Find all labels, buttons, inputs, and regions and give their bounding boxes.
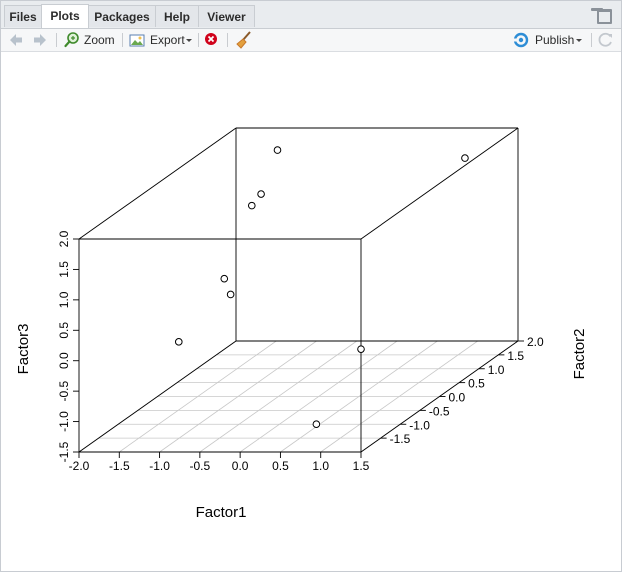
previous-plot-button[interactable] — [7, 29, 25, 51]
y-tick-label: 0.0 — [449, 391, 466, 405]
x-tick-label: -1.5 — [109, 459, 130, 473]
chevron-down-icon — [576, 39, 582, 42]
y-tick-label: 1.0 — [488, 363, 505, 377]
y-tick-label: 2.0 — [527, 335, 544, 349]
chevron-down-icon — [186, 39, 192, 42]
plot-viewer: -2.0 -1.5 -1.0 -0.5 0.0 0.5 1.0 1.5 -1.5 -1.0 -0.… — [1, 52, 621, 571]
data-point — [174, 338, 183, 346]
tab-help[interactable]: Help — [155, 5, 199, 27]
tab-packages[interactable]: Packages — [88, 5, 156, 27]
x-tick-label: -2.0 — [69, 459, 90, 473]
maximize-icon — [597, 9, 612, 24]
toolbar-separator — [227, 33, 228, 47]
zoom-magnifier-icon — [64, 32, 79, 48]
remove-plot-button[interactable] — [203, 29, 219, 51]
zoom-button[interactable]: Zoom — [63, 29, 115, 51]
x-tick-labels: -2.0 -1.5 -1.0 -0.5 0.0 0.5 1.0 1.5 — [69, 459, 370, 473]
tab-viewer[interactable]: Viewer — [198, 5, 255, 27]
x-tick-label: 0.0 — [232, 459, 249, 473]
z-tick-label: -0.5 — [57, 380, 71, 401]
toolbar-separator — [122, 33, 123, 47]
data-point — [226, 290, 235, 299]
x-axis-label: Factor1 — [196, 504, 247, 521]
data-point — [461, 154, 469, 162]
x-tick-label: -1.0 — [149, 459, 170, 473]
x-tick-label: 0.5 — [272, 459, 289, 473]
zoom-label: Zoom — [84, 33, 115, 47]
refresh-button[interactable] — [597, 29, 615, 51]
left-arrow-icon — [10, 34, 22, 46]
y-tick-label: 0.5 — [468, 377, 485, 391]
toolbar-separator — [198, 33, 199, 47]
data-point — [247, 201, 256, 210]
publish-icon — [513, 32, 529, 48]
x-tick-label: 1.0 — [312, 459, 329, 473]
box-edge — [78, 340, 237, 453]
z-tick-label: 1.0 — [57, 291, 71, 308]
export-label: Export — [150, 33, 185, 47]
y-tick-label: -1.0 — [409, 418, 430, 432]
data-point — [357, 345, 365, 353]
clear-all-plots-button[interactable] — [235, 29, 253, 51]
refresh-icon — [598, 32, 612, 47]
z-tick-label: 0.0 — [57, 352, 71, 369]
export-menu-button[interactable]: Export — [128, 29, 194, 51]
remove-plot-icon — [205, 33, 217, 45]
data-point — [220, 274, 229, 283]
z-axis-label: Factor3 — [15, 324, 32, 375]
data-point — [273, 146, 282, 154]
y-axis-label: Factor2 — [571, 329, 588, 380]
tab-plots[interactable]: Plots — [41, 4, 89, 28]
data-point — [312, 420, 321, 429]
toolbar-separator — [591, 33, 592, 47]
scatter3d-plot: -2.0 -1.5 -1.0 -0.5 0.0 0.5 1.0 1.5 -1.5-1.0-0.… — [15, 127, 588, 521]
toolbar-separator — [56, 33, 57, 47]
y-tick-label: -0.5 — [429, 404, 450, 418]
z-tick-label: -1.5 — [57, 441, 71, 462]
axis-ticks — [73, 238, 524, 458]
z-tick-labels: -1.5 -1.0 -0.5 0.0 0.5 1.0 1.5 2.0 — [57, 230, 71, 462]
plot-box — [78, 127, 519, 453]
data-point — [257, 190, 265, 198]
broom-icon — [236, 31, 251, 49]
publish-menu-button[interactable]: Publish — [511, 29, 585, 51]
x-tick-label: -0.5 — [190, 459, 211, 473]
tab-files[interactable]: Files — [4, 5, 42, 27]
publish-label: Publish — [535, 33, 575, 47]
z-tick-label: -1.0 — [57, 411, 71, 432]
export-image-icon — [129, 34, 145, 47]
plots-toolbar: Zoom Export — [1, 29, 621, 52]
next-plot-button[interactable] — [31, 29, 49, 51]
x-tick-label: 1.5 — [353, 459, 370, 473]
y-tick-labels: -1.5-1.0-0.50.00.51.01.52.0 — [390, 335, 544, 446]
z-tick-label: 1.5 — [57, 261, 71, 278]
pane-tab-bar: Files Plots Packages Help Viewer — [1, 1, 621, 29]
z-tick-label: 0.5 — [57, 322, 71, 339]
y-tick-label: 1.5 — [507, 349, 524, 363]
box-edge — [78, 127, 237, 240]
y-tick-label: -1.5 — [390, 432, 411, 446]
box-edge — [360, 127, 519, 240]
data-points — [174, 146, 469, 429]
right-arrow-icon — [34, 34, 46, 46]
z-tick-label: 2.0 — [57, 230, 71, 247]
